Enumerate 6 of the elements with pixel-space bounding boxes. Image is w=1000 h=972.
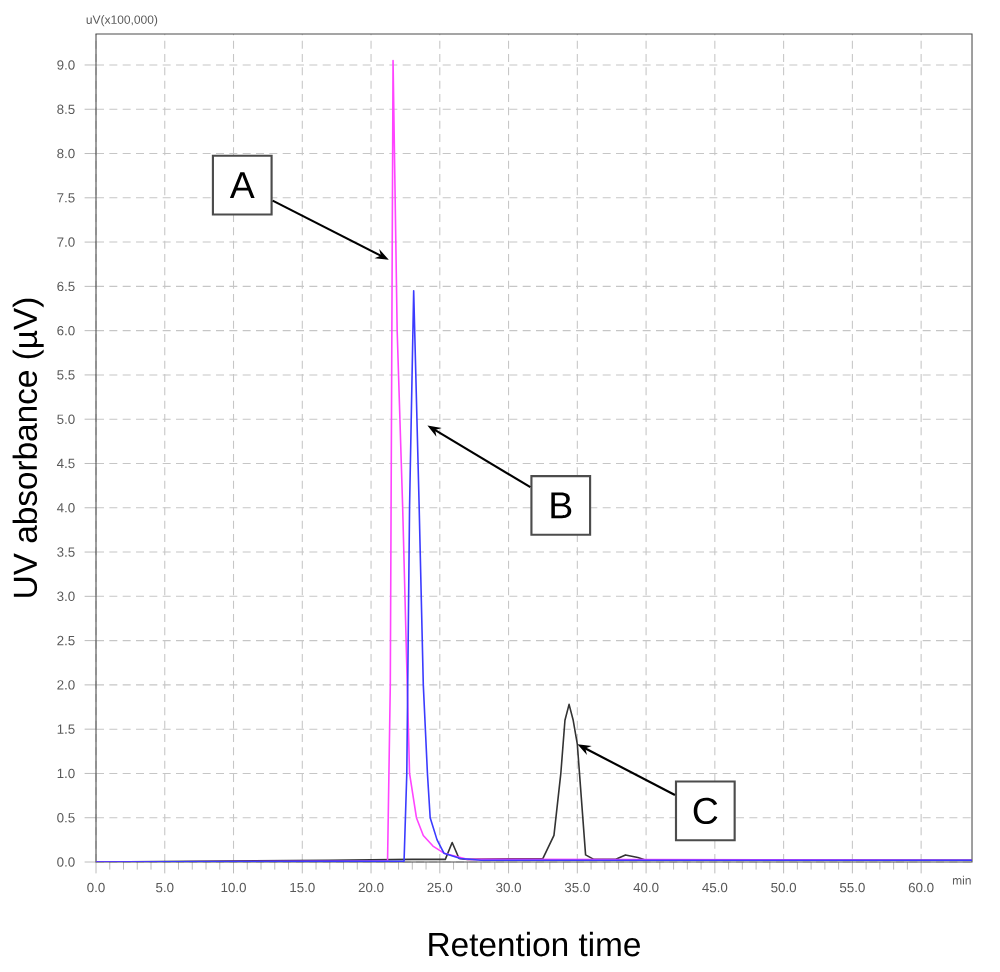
- x-axis-title: Retention time: [429, 931, 640, 957]
- annotation: B: [551, 492, 572, 519]
- line-series: [96, 290, 973, 863]
- annotation: C: [693, 797, 718, 825]
- y-axis-title: UV absorbance (µV): [12, 298, 44, 597]
- annotation: A: [229, 172, 255, 198]
